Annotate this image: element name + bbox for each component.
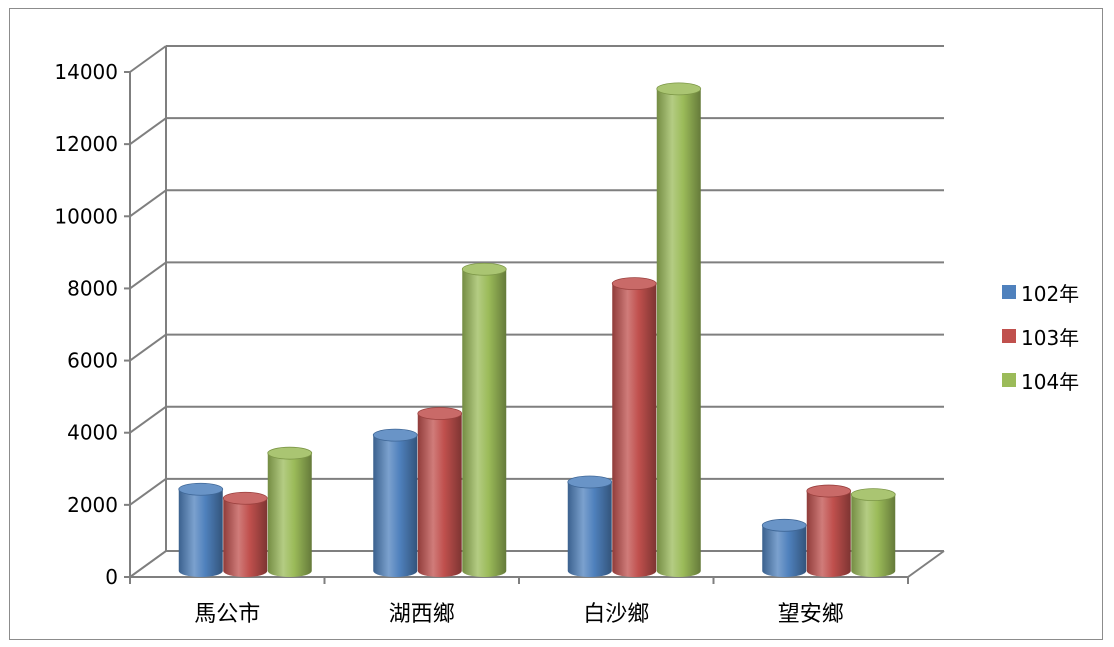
- bar: [850, 488, 896, 577]
- bar: [178, 482, 224, 577]
- y-tick-label: 8000: [67, 276, 118, 300]
- y-axis: 0 2000 4000 6000 8000 10000 12000 14000: [54, 60, 131, 589]
- gridline-depth: [129, 405, 167, 434]
- x-tick-label: 馬公市: [194, 602, 260, 627]
- bar: [417, 407, 463, 577]
- legend-item-102: 102年: [1002, 270, 1102, 314]
- bar-top: [178, 482, 224, 496]
- legend-swatch-102: [1002, 285, 1016, 299]
- bar: [372, 428, 418, 577]
- bar-body: [762, 525, 807, 577]
- gridline-depth: [129, 189, 167, 218]
- bar-body: [612, 283, 657, 577]
- bar-body: [656, 88, 701, 577]
- floor-right-edge: [907, 550, 945, 578]
- bar-top: [567, 475, 613, 489]
- bar-top: [372, 428, 418, 442]
- gridline-depth: [129, 261, 167, 290]
- bar-body: [567, 482, 612, 577]
- legend-label-104: 104年: [1021, 369, 1080, 394]
- bar-body: [373, 435, 418, 577]
- bar: [567, 475, 613, 577]
- legend-label-102: 102年: [1021, 281, 1080, 306]
- gridline-depth: [129, 550, 167, 578]
- y-tick-label: 12000: [54, 132, 118, 156]
- legend-item-104: 104年: [1002, 358, 1102, 402]
- x-tick-label: 湖西鄉: [389, 602, 455, 627]
- bar-top: [267, 446, 313, 460]
- gridline-depth: [129, 117, 167, 145]
- bar-top: [761, 518, 807, 532]
- legend-swatch-103: [1002, 329, 1016, 343]
- gridline-depth: [129, 45, 167, 73]
- bar-top: [850, 488, 896, 502]
- bar: [461, 262, 507, 577]
- y-tick-label: 6000: [67, 349, 118, 373]
- bar: [761, 518, 807, 577]
- x-axis: 馬公市 湖西鄉 白沙鄉 望安鄉: [129, 577, 909, 627]
- y-tick-label: 14000: [54, 60, 118, 84]
- bar-body: [462, 269, 507, 577]
- x-tick-label: 白沙鄉: [583, 602, 649, 627]
- bar-body: [417, 413, 462, 577]
- x-tick-label: 望安鄉: [778, 602, 844, 627]
- bar: [806, 484, 852, 577]
- bar-top: [611, 277, 657, 291]
- bar-top: [806, 484, 852, 498]
- bar: [656, 82, 702, 577]
- bar: [611, 277, 657, 577]
- bar-body: [267, 453, 312, 577]
- legend-label-103: 103年: [1021, 325, 1080, 350]
- bar-top: [222, 491, 268, 505]
- bar-top: [656, 82, 702, 96]
- gridline-depth: [129, 333, 167, 362]
- bar-top: [461, 262, 507, 276]
- y-tick-label: 10000: [54, 204, 118, 228]
- legend-item-103: 103年: [1002, 314, 1102, 358]
- legend-swatch-104: [1002, 373, 1016, 387]
- bar: [222, 491, 268, 577]
- bar-top: [417, 407, 463, 420]
- bar-body: [806, 491, 851, 577]
- y-tick-label: 0: [105, 565, 118, 589]
- bar-body: [223, 498, 268, 577]
- y-tick-label: 4000: [67, 421, 118, 445]
- bar: [267, 446, 313, 577]
- y-tick-label: 2000: [67, 493, 118, 517]
- bar-body: [178, 489, 223, 577]
- legend: 102年 103年 104年: [1002, 270, 1102, 402]
- bars: [178, 82, 896, 577]
- gridline-depth: [129, 478, 167, 506]
- bar-body: [851, 494, 896, 577]
